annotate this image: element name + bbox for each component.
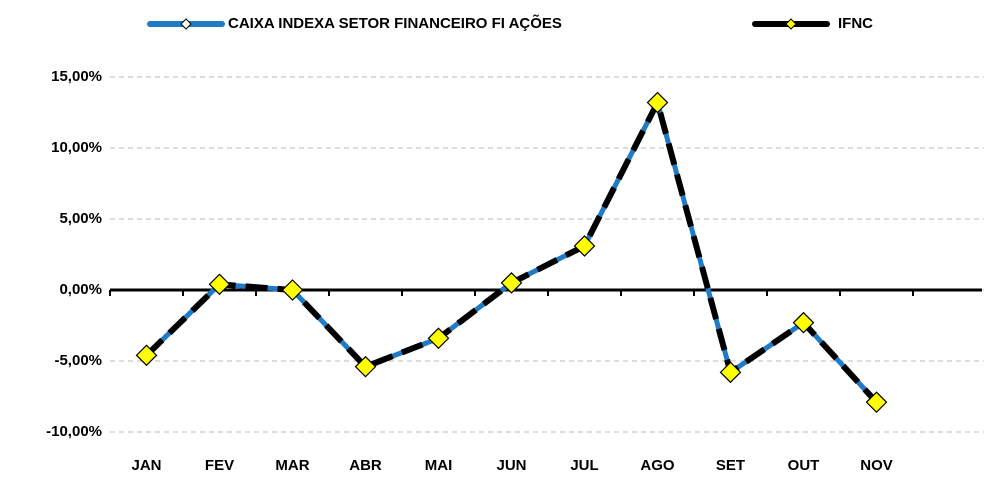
y-tick-label: 0,00%	[59, 281, 102, 298]
legend-label: CAIXA INDEXA SETOR FINANCEIRO FI AÇÕES	[228, 14, 562, 32]
x-tick-label: MAI	[425, 457, 453, 474]
marker	[865, 391, 888, 414]
marker	[573, 235, 596, 257]
x-tick-label: NOV	[860, 457, 893, 474]
x-tick-label: JUL	[570, 457, 598, 474]
marker	[427, 327, 450, 350]
marker	[719, 361, 742, 384]
x-tick-label: JAN	[131, 457, 161, 474]
y-tick-label: -10,00%	[46, 423, 102, 440]
x-tick-label: MAR	[275, 457, 309, 474]
marker	[281, 279, 304, 301]
x-tick-label: OUT	[788, 457, 820, 474]
y-tick-label: 15,00%	[51, 68, 102, 85]
legend-label: IFNC	[838, 15, 873, 32]
x-tick-label: ABR	[349, 457, 382, 474]
marker	[135, 344, 158, 367]
y-tick-label: -5,00%	[54, 352, 102, 369]
x-tick-label: AGO	[640, 457, 675, 474]
legend-marker	[785, 18, 797, 30]
y-tick-label: 5,00%	[59, 210, 102, 227]
marker	[792, 311, 815, 334]
x-tick-label: JUN	[496, 457, 526, 474]
marker	[354, 355, 377, 378]
legend-marker	[180, 18, 192, 30]
marker	[500, 272, 523, 294]
y-tick-label: 10,00%	[51, 139, 102, 156]
x-tick-label: FEV	[205, 457, 234, 474]
x-tick-label: SET	[716, 457, 745, 474]
marker	[646, 91, 669, 114]
marker	[208, 273, 231, 296]
